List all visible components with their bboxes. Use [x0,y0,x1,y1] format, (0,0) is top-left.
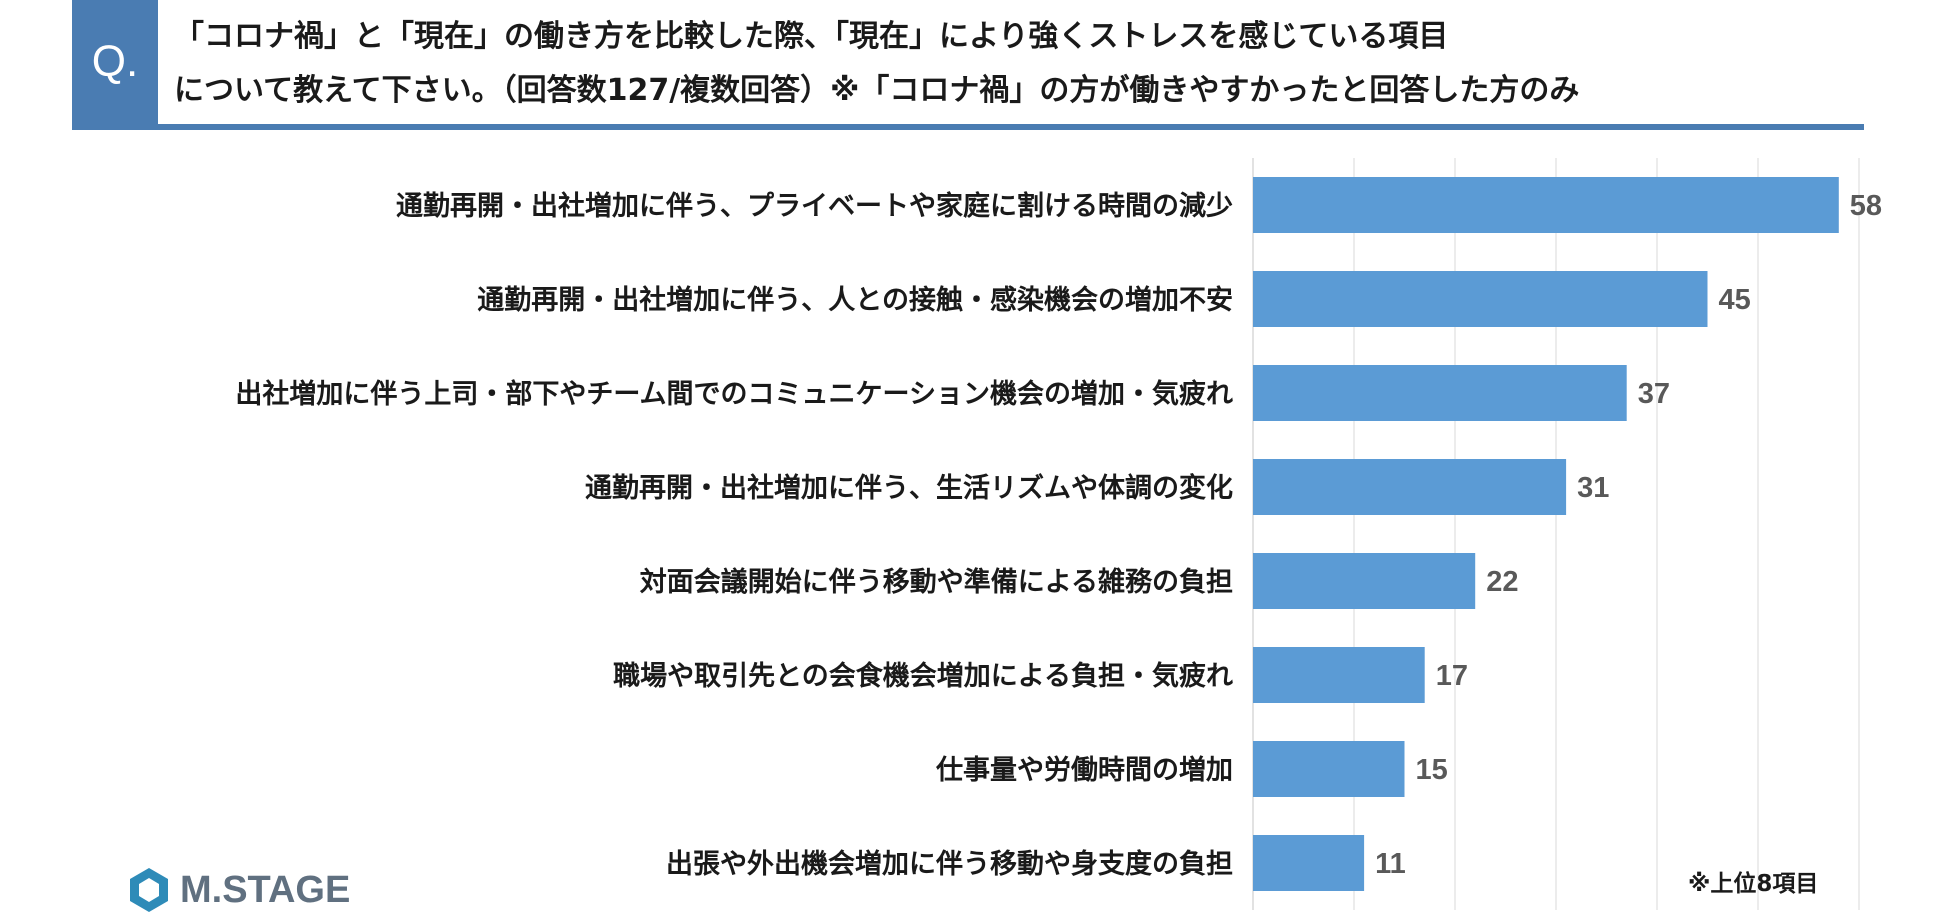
bar-chart: 58 通勤再開・出社増加に伴う、プライベートや家庭に割ける時間の減少 45 通勤再開・… [235,158,1882,910]
question-line-1: 「コロナ禍」と「現在」の働き方を比較した際、「現在」により強くストレスを感じてい… [174,19,1449,54]
category-label: 通勤再開・出社増加に伴う、生活リズムや体調の変化 [585,472,1233,504]
bar [1253,647,1425,703]
category-label: 出社増加に伴う上司・部下やチーム間でのコミュニケーション機会の増加・気疲れ [235,378,1233,410]
bar-layer [1253,177,1839,891]
category-label: 対面会議開始に伴う移動や準備による雑務の負担 [640,566,1233,598]
bar [1253,271,1708,327]
label-layer: 58 通勤再開・出社増加に伴う、プライベートや家庭に割ける時間の減少 45 通勤再開・… [235,190,1882,880]
bar [1253,177,1839,233]
logo-text: M.STAGE [180,868,351,911]
data-label: 17 [1436,660,1468,692]
question-mark-badge: Q. [72,0,158,124]
footnote: ※上位8項目 [1688,871,1819,897]
question-line-2: について教えて下さい。（回答数127/複数回答）※「コロナ禍」の方が働きやすかっ… [174,73,1580,108]
question-header: Q. 「コロナ禍」と「現在」の働き方を比較した際、「現在」により強くストレスを感… [72,0,1864,130]
header-underline [72,124,1864,130]
bar [1253,365,1627,421]
bar [1253,459,1567,515]
category-label: 通勤再開・出社増加に伴う、人との接触・感染機会の増加不安 [477,284,1233,316]
bar [1253,835,1365,891]
company-logo: M.STAGE [128,867,350,913]
hexagon-logo-icon [130,868,168,912]
data-label: 31 [1577,472,1609,504]
category-label: 仕事量や労働時間の増加 [935,754,1233,786]
question-text: 「コロナ禍」と「現在」の働き方を比較した際、「現在」により強くストレスを感じてい… [174,10,1864,118]
bar [1253,553,1476,609]
grid-layer [1252,158,1860,910]
data-label: 22 [1486,566,1518,598]
data-label: 15 [1416,754,1448,786]
data-label: 37 [1638,378,1670,410]
data-label: 58 [1850,190,1882,222]
bar [1253,741,1405,797]
data-label: 45 [1719,284,1751,316]
category-label: 通勤再開・出社増加に伴う、プライベートや家庭に割ける時間の減少 [396,190,1233,222]
category-label: 職場や取引先との会食機会増加による負担・気疲れ [613,660,1233,692]
category-label: 出張や外出機会増加に伴う移動や身支度の負担 [666,848,1233,880]
data-label: 11 [1375,848,1406,880]
